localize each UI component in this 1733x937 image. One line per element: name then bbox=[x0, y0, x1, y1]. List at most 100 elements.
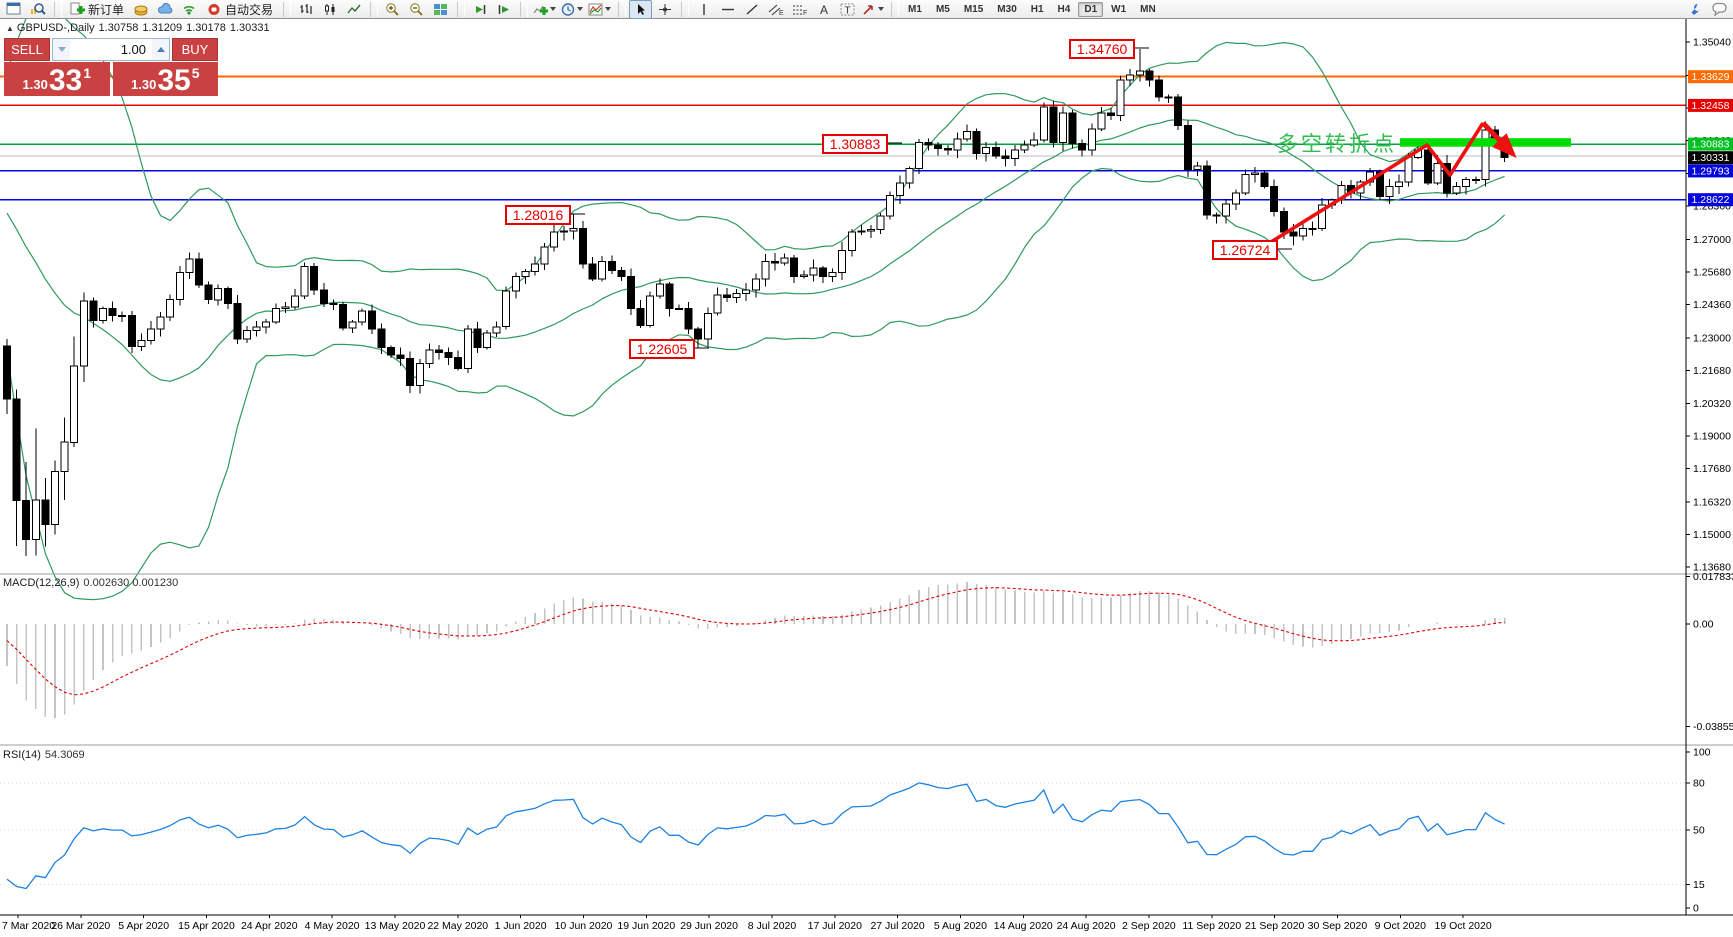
rsi-value: 54.3069 bbox=[44, 749, 85, 761]
svg-text:1.17680: 1.17680 bbox=[1693, 463, 1731, 475]
new-order-button[interactable]: 新订单 bbox=[65, 1, 129, 18]
collapse-triangle-icon[interactable]: ▲ bbox=[6, 24, 14, 33]
svg-text:1.24360: 1.24360 bbox=[1693, 299, 1731, 311]
tools-wrench-icon[interactable] bbox=[1684, 0, 1707, 19]
crosshair-icon[interactable] bbox=[653, 0, 676, 19]
triangle-up-icon bbox=[156, 47, 165, 52]
chart-shift-icon[interactable] bbox=[492, 0, 515, 19]
annotation-text[interactable]: 多空转折点 bbox=[1277, 133, 1397, 156]
svg-text:2 Sep 2020: 2 Sep 2020 bbox=[1122, 920, 1176, 932]
zoom-in-icon[interactable] bbox=[381, 0, 404, 19]
svg-text:1 Jun 2020: 1 Jun 2020 bbox=[495, 920, 547, 932]
candlestick-chart-icon[interactable] bbox=[318, 0, 341, 19]
timeframe-button-M1[interactable]: M1 bbox=[908, 3, 922, 15]
timeframe-button-W1[interactable]: W1 bbox=[1111, 3, 1127, 15]
text-label-icon[interactable]: T bbox=[836, 0, 859, 19]
timeframe-button-H1[interactable]: H1 bbox=[1030, 3, 1044, 15]
svg-text:8 Jul 2020: 8 Jul 2020 bbox=[748, 920, 797, 932]
svg-text:80: 80 bbox=[1693, 778, 1705, 790]
timeframe-button-M30[interactable]: M30 bbox=[997, 3, 1017, 15]
price-callout[interactable]: 1.22605 bbox=[629, 339, 695, 359]
sell-price[interactable]: 1.30 33 1 bbox=[4, 62, 110, 96]
svg-text:A: A bbox=[820, 3, 828, 16]
horizontal-line-icon[interactable] bbox=[716, 0, 739, 19]
price-callout[interactable]: 1.34760 bbox=[1069, 39, 1135, 59]
fibonacci-icon[interactable]: F bbox=[788, 0, 811, 19]
dropdown-caret-icon bbox=[550, 7, 557, 11]
resistance-bar[interactable] bbox=[1400, 138, 1571, 147]
svg-text:1.23000: 1.23000 bbox=[1693, 332, 1731, 344]
svg-text:100: 100 bbox=[1693, 747, 1711, 759]
buy-button[interactable]: BUY bbox=[172, 38, 218, 61]
svg-text:19 Oct 2020: 19 Oct 2020 bbox=[1434, 920, 1491, 932]
svg-text:10 Jun 2020: 10 Jun 2020 bbox=[555, 920, 613, 932]
periods-icon[interactable] bbox=[559, 0, 585, 19]
dropdown-caret-icon bbox=[605, 7, 612, 11]
timeframe-button-M5[interactable]: M5 bbox=[935, 3, 950, 15]
svg-text:29 Jun 2020: 29 Jun 2020 bbox=[680, 920, 738, 932]
signals-icon[interactable] bbox=[178, 0, 201, 19]
indicators-icon[interactable] bbox=[531, 0, 558, 19]
price-callout[interactable]: 1.30883 bbox=[822, 134, 888, 154]
auto-scroll-icon[interactable] bbox=[468, 0, 491, 19]
tile-windows-icon[interactable] bbox=[429, 0, 452, 19]
new-chart-icon[interactable] bbox=[2, 0, 25, 19]
arrows-shapes-icon[interactable] bbox=[860, 0, 886, 19]
volume-decrease-button[interactable] bbox=[53, 39, 70, 60]
svg-text:-0.038559: -0.038559 bbox=[1693, 721, 1733, 733]
svg-text:5 Apr 2020: 5 Apr 2020 bbox=[118, 920, 169, 932]
volume-value[interactable]: 1.00 bbox=[120, 42, 146, 57]
dropdown-caret-icon bbox=[577, 7, 584, 11]
history-center-icon[interactable] bbox=[130, 0, 153, 19]
volume-increase-button[interactable] bbox=[152, 39, 169, 60]
svg-text:1.15000: 1.15000 bbox=[1693, 529, 1731, 541]
chart-canvas[interactable]: 1.350401.336801.323601.310401.296801.283… bbox=[0, 19, 1733, 937]
equidistant-channel-icon[interactable]: E bbox=[764, 0, 787, 19]
macd-pane bbox=[6, 582, 1506, 718]
svg-text:14 Aug 2020: 14 Aug 2020 bbox=[994, 920, 1053, 932]
buy-price-big: 35 bbox=[157, 64, 191, 97]
text-icon[interactable]: A bbox=[812, 0, 835, 19]
svg-text:1.20320: 1.20320 bbox=[1693, 398, 1731, 410]
svg-text:19 Jun 2020: 19 Jun 2020 bbox=[617, 920, 675, 932]
svg-text:1.21680: 1.21680 bbox=[1693, 365, 1731, 377]
community-icon[interactable] bbox=[154, 0, 177, 19]
bar-chart-icon[interactable] bbox=[294, 0, 317, 19]
new-order-label: 新订单 bbox=[88, 2, 125, 17]
trendline-icon[interactable] bbox=[740, 0, 763, 19]
sell-button[interactable]: SELL bbox=[4, 38, 50, 61]
line-chart-icon[interactable] bbox=[342, 0, 365, 19]
timeframe-button-MN[interactable]: MN bbox=[1140, 3, 1156, 15]
svg-text:27 Jul 2020: 27 Jul 2020 bbox=[870, 920, 924, 932]
candles-layer[interactable] bbox=[3, 48, 1509, 556]
toolbar-separator bbox=[891, 1, 900, 17]
trend-zigzag[interactable] bbox=[1249, 122, 1485, 257]
svg-text:0.017833: 0.017833 bbox=[1693, 571, 1733, 583]
price-callout[interactable]: 1.28016 bbox=[505, 205, 571, 225]
timeframe-button-M15[interactable]: M15 bbox=[963, 3, 984, 15]
svg-text:1.33629: 1.33629 bbox=[1692, 71, 1730, 83]
svg-text:13 May 2020: 13 May 2020 bbox=[365, 920, 426, 932]
svg-text:F: F bbox=[803, 10, 807, 16]
svg-text:1.25680: 1.25680 bbox=[1693, 267, 1731, 279]
trend-arrow-head[interactable] bbox=[1481, 121, 1517, 159]
buy-price[interactable]: 1.30 35 5 bbox=[112, 62, 218, 97]
timeframe-button-H4[interactable]: H4 bbox=[1057, 3, 1071, 15]
market-watch-icon[interactable] bbox=[26, 0, 49, 19]
templates-icon[interactable] bbox=[586, 0, 613, 19]
vertical-line-icon[interactable] bbox=[692, 0, 715, 19]
auto-trading-button[interactable]: 自动交易 bbox=[202, 1, 278, 18]
svg-text:15: 15 bbox=[1693, 879, 1705, 891]
toolbar-separator bbox=[283, 1, 292, 17]
zoom-out-icon[interactable] bbox=[405, 0, 428, 19]
timeframe-button-D1[interactable]: D1 bbox=[1078, 1, 1104, 17]
chat-icon[interactable] bbox=[1708, 0, 1731, 19]
cursor-icon[interactable] bbox=[629, 0, 653, 19]
rsi-pane bbox=[0, 782, 1686, 890]
volume-spinner: 1.00 bbox=[52, 38, 170, 61]
price-callout[interactable]: 1.26724 bbox=[1212, 240, 1278, 260]
svg-text:1.29793: 1.29793 bbox=[1692, 165, 1730, 177]
price-axis[interactable]: 1.350401.336801.323601.310401.296801.283… bbox=[1686, 37, 1733, 915]
